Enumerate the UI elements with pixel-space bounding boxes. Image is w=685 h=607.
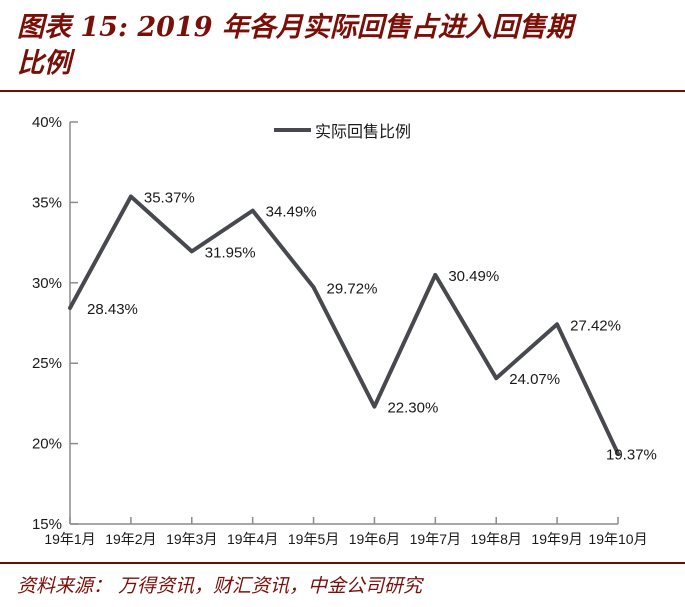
x-axis-label: 19年5月 bbox=[288, 531, 339, 547]
y-tick-label: 20% bbox=[32, 436, 62, 453]
data-point-label: 22.30% bbox=[387, 400, 438, 417]
legend-label: 实际回售比例 bbox=[314, 124, 411, 141]
x-axis-label: 19年8月 bbox=[471, 531, 522, 547]
y-tick-label: 15% bbox=[32, 516, 62, 533]
title-divider bbox=[0, 90, 685, 92]
footer-divider bbox=[0, 562, 685, 564]
series-line bbox=[68, 194, 620, 456]
chart-legend: 实际回售比例 bbox=[0, 118, 685, 142]
data-point-label: 34.49% bbox=[266, 204, 317, 221]
y-tick-label: 25% bbox=[32, 355, 62, 372]
source-note: 资料来源： 万得资讯，财汇资讯，中金公司研究 bbox=[17, 575, 423, 597]
legend-line-swatch bbox=[273, 128, 311, 132]
data-point-label: 29.72% bbox=[327, 280, 378, 297]
x-axis-label: 19年2月 bbox=[105, 531, 156, 547]
x-axis-label: 19年3月 bbox=[166, 531, 217, 547]
x-axis-label: 19年1月 bbox=[44, 531, 95, 547]
data-point-label: 30.49% bbox=[448, 268, 499, 285]
data-point-label: 27.42% bbox=[570, 317, 621, 334]
data-point-label: 28.43% bbox=[87, 301, 138, 318]
x-axis-label: 19年7月 bbox=[410, 531, 461, 547]
y-tick-label: 40% bbox=[32, 114, 62, 131]
data-point-label: 35.37% bbox=[144, 189, 195, 206]
data-point-label: 24.07% bbox=[509, 371, 560, 388]
figure-title: 图表 15: 2019 年各月实际回售占进入回售期比例 bbox=[17, 12, 573, 79]
x-axis-label: 19年9月 bbox=[531, 531, 582, 547]
y-tick-label: 30% bbox=[32, 275, 62, 292]
x-axis-label: 19年10月 bbox=[588, 531, 647, 547]
data-point-label: 31.95% bbox=[205, 244, 256, 261]
data-point-label: 19.37% bbox=[606, 447, 657, 464]
x-axis-label: 19年4月 bbox=[227, 531, 278, 547]
x-axis-label: 19年6月 bbox=[349, 531, 400, 547]
y-tick-label: 35% bbox=[32, 194, 62, 211]
